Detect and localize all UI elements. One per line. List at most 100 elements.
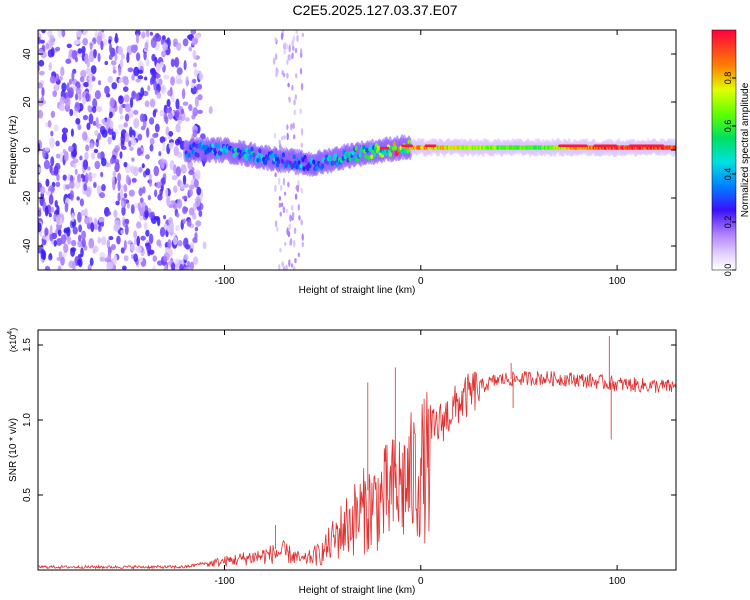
spectrogram-noise-cell <box>289 238 293 246</box>
colorbar-tick-label: 0.6 <box>723 120 733 133</box>
spectrogram-noise-cell <box>104 60 109 66</box>
spectrogram-noise-cell <box>108 43 113 53</box>
spectrogram-noise-cell <box>45 190 52 196</box>
spectrogram-noise-cell <box>114 144 121 153</box>
spectrogram-noise-cell <box>176 212 180 218</box>
spectrogram-noise-cell <box>64 97 71 107</box>
spectrogram-noise-cell <box>90 222 95 233</box>
spectrogram-band-cell <box>211 143 215 149</box>
spectrogram-noise-cell <box>104 85 110 95</box>
spectrogram-noise-cell <box>74 93 79 101</box>
snr-frame <box>37 329 677 571</box>
spectrogram-band-cell <box>270 153 275 158</box>
spectrogram-noise-cell <box>281 261 284 267</box>
spectrogram-noise-cell <box>118 95 124 105</box>
spectrogram-noise-cell <box>97 80 102 86</box>
snr-xtick-label: 0 <box>418 576 424 587</box>
spectrogram-noise-cell <box>182 195 188 200</box>
spectrogram-noise-cell <box>128 189 135 197</box>
spectrogram-noise-cell <box>296 34 299 43</box>
spectrogram-noise-cell <box>89 216 93 224</box>
spectrogram-band-cell <box>264 160 268 165</box>
spectrogram-noise-cell <box>114 163 119 173</box>
spectrogram-noise-cell <box>279 211 282 217</box>
spectrogram-noise-cell <box>153 165 160 177</box>
spectrogram-noise-cell <box>165 115 169 125</box>
spectrogram-noise-cell <box>152 255 158 262</box>
spectrogram-noise-cell <box>99 192 106 199</box>
spectrogram-noise-cell <box>135 92 140 102</box>
spectrogram-noise-cell <box>91 106 97 113</box>
snr-ytick-label: 0.5 <box>22 488 33 502</box>
spectrogram-noise-cell <box>38 70 45 76</box>
spectrogram-noise-cell <box>94 90 101 100</box>
spectrogram-noise-cell <box>54 199 58 208</box>
spectrogram-band-cell <box>364 154 368 160</box>
spectrogram-noise-cell <box>196 83 203 90</box>
spectrogram-noise-cell <box>193 68 199 77</box>
spectrogram-noise-cell <box>195 33 201 39</box>
spectrogram-noise-cell <box>276 68 279 74</box>
spectrogram-noise-cell <box>95 142 100 147</box>
spectrogram-noise-cell <box>69 108 74 117</box>
spectrogram-noise-cell <box>175 78 182 85</box>
spectrogram-noise-cell <box>123 122 129 128</box>
spectrogram-noise-cell <box>149 137 155 145</box>
spectrogram-noise-cell <box>124 131 130 143</box>
spectrogram-noise-cell <box>93 223 100 231</box>
spectrogram-noise-cell <box>80 173 85 179</box>
chart-title: C2E5.2025.127.03.37.E07 <box>292 2 458 18</box>
spectrogram-noise-cell <box>195 220 202 227</box>
spectrogram-heatmap <box>38 30 676 270</box>
spectrogram-noise-cell <box>83 81 90 88</box>
spectrogram-noise-cell <box>297 203 301 211</box>
spectrogram-noise-cell <box>276 226 279 232</box>
spectrogram-band-cell <box>299 163 303 169</box>
spectrogram-noise-cell <box>123 192 128 199</box>
spectrogram-noise-cell <box>124 113 130 122</box>
spectrogram-noise-cell <box>167 89 172 97</box>
spectrogram-noise-cell <box>141 31 146 39</box>
spectrogram-noise-cell <box>97 152 102 159</box>
spectrogram-noise-cell <box>272 57 276 66</box>
spectrogram-band-cell <box>304 158 308 163</box>
spectrogram-noise-cell <box>63 227 70 234</box>
spectrogram-ytick-label: 20 <box>22 96 33 108</box>
spectrogram-noise-cell <box>128 126 133 138</box>
spectrogram-noise-cell <box>152 265 156 270</box>
spectrogram-noise-cell <box>92 98 98 109</box>
spectrogram-noise-cell <box>274 53 278 61</box>
spectrogram-noise-cell <box>153 80 158 92</box>
spectrogram-noise-cell <box>160 84 167 95</box>
spectrogram-noise-cell <box>130 204 135 215</box>
spectrogram-noise-cell <box>113 158 120 164</box>
spectrogram-band-cell <box>192 142 196 147</box>
spectrogram-band-cell <box>258 148 262 154</box>
spectrogram-noise-cell <box>80 247 84 258</box>
spectrogram-band-cell <box>183 142 187 148</box>
spectrogram-noise-cell <box>47 49 54 58</box>
spectrogram-noise-cell <box>41 30 46 34</box>
spectrogram-noise-cell <box>81 238 86 248</box>
spectrogram-noise-cell <box>82 131 88 141</box>
spectrogram-noise-cell <box>129 146 134 152</box>
snr-axes: -100 0 100 0.5 1.0 1.5 <box>22 330 676 587</box>
spectrogram-noise-cell <box>290 123 293 131</box>
spectrogram-noise-cell <box>179 182 186 190</box>
spectrogram-noise-cell <box>126 202 130 209</box>
spectrogram-xlabel: Height of straight line (km) <box>299 285 416 296</box>
spectrogram-noise-cell <box>133 66 140 77</box>
spectrogram-noise-cell <box>53 213 57 221</box>
spectrogram-noise-cell <box>91 76 96 82</box>
spectrogram-noise-cell <box>112 69 117 74</box>
spectrogram-noise-cell <box>66 43 72 49</box>
spectrogram-band-cell <box>335 161 339 167</box>
spectrogram-band-cell <box>331 160 336 166</box>
spectrogram-xtick-label: 100 <box>609 276 626 287</box>
spectrogram-noise-cell <box>57 30 63 38</box>
spectrogram-noise-cell <box>140 235 146 241</box>
spectrogram-noise-cell <box>293 227 297 235</box>
spectrogram-noise-cell <box>45 178 50 187</box>
colorbar-tick-label: 0.2 <box>723 216 733 229</box>
